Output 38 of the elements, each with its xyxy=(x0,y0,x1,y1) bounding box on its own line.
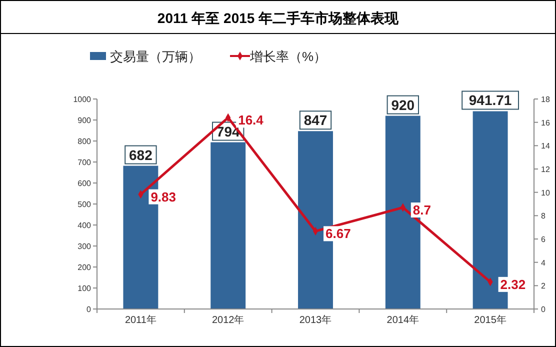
data-label: 941.71 xyxy=(468,92,512,108)
chart-title: 2011 年至 2015 年二手车市场整体表现 xyxy=(157,10,400,26)
y2-tick-label: 2 xyxy=(541,282,546,291)
data-label: 9.83 xyxy=(150,189,176,204)
y-tick-label: 600 xyxy=(78,179,92,188)
y2-tick-label: 14 xyxy=(541,142,550,151)
y-tick-label: 300 xyxy=(78,242,92,251)
y2-tick-label: 8 xyxy=(541,212,546,221)
x-tick-label: 2014年 xyxy=(386,314,420,326)
data-label: 682 xyxy=(129,146,153,163)
y-tick-label: 800 xyxy=(78,137,92,146)
y2-tick-label: 12 xyxy=(541,165,550,174)
y-tick-label: 700 xyxy=(78,158,92,167)
legend-label: 增长率（%） xyxy=(249,49,327,64)
y-tick-label: 100 xyxy=(78,284,92,293)
x-tick-label: 2015年 xyxy=(474,314,506,326)
data-label: 8.7 xyxy=(412,202,431,218)
y2-tick-label: 10 xyxy=(541,188,550,198)
y2-tick-label: 6 xyxy=(541,235,546,244)
x-tick-label: 2013年 xyxy=(299,314,332,326)
y-tick-label: 1000 xyxy=(73,95,92,104)
y-tick-label: 400 xyxy=(78,221,92,230)
y-tick-label: 500 xyxy=(78,200,92,209)
x-tick-label: 2011年 xyxy=(124,314,156,326)
y2-tick-label: 18 xyxy=(541,95,550,104)
x-tick-label: 2012年 xyxy=(212,314,244,326)
data-label: 847 xyxy=(304,112,328,128)
y-tick-label: 900 xyxy=(78,116,92,125)
y-tick-label: 200 xyxy=(78,263,92,272)
y2-tick-label: 4 xyxy=(541,258,546,268)
y-tick-label: 0 xyxy=(86,305,92,314)
legend-label: 交易量（万辆） xyxy=(110,49,201,64)
data-label: 6.67 xyxy=(326,226,351,242)
data-label: 2.32 xyxy=(500,276,526,292)
y2-tick-label: 16 xyxy=(541,118,550,128)
data-label: 16.4 xyxy=(238,112,264,128)
data-label: 920 xyxy=(391,96,415,113)
y2-tick-label: 0 xyxy=(541,305,546,314)
